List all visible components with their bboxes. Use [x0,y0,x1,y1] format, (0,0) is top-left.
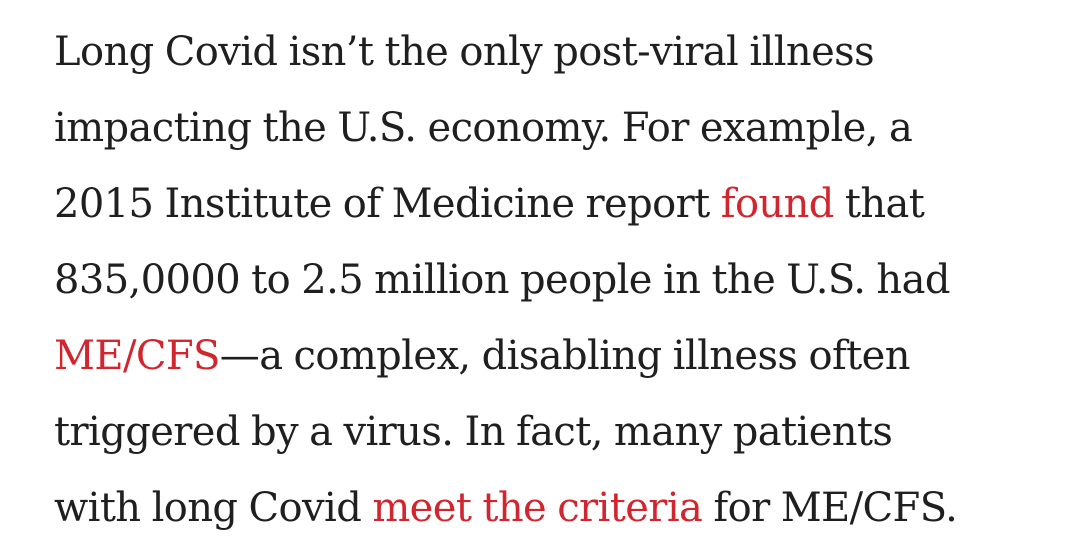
paragraph-line-6: triggered by a virus. In fact, many pati… [54,409,893,455]
paragraph-text: —a complex, disabling illness often [219,333,911,379]
article-paragraph: Long Covid isn’t the only post-viral ill… [54,14,1064,546]
paragraph-line-4: 835,0000 to 2.5 million people in the U.… [54,257,950,303]
meet-the-criteria-link[interactable]: meet the criteria [372,485,703,531]
paragraph-text: with long Covid [54,485,373,531]
paragraph-text: that [833,181,925,227]
me-cfs-link[interactable]: ME/CFS [54,333,220,379]
paragraph-line-7: with long Covid meet the criteria for ME… [54,470,1064,546]
paragraph-line-3: 2015 Institute of Medicine report found … [54,166,1064,242]
paragraph-line-2: impacting the U.S. economy. For example,… [54,105,913,151]
paragraph-line-5: ME/CFS—a complex, disabling illness ofte… [54,318,1064,394]
found-link[interactable]: found [720,181,835,227]
paragraph-line-1: Long Covid isn’t the only post-viral ill… [54,29,875,75]
paragraph-text: 2015 Institute of Medicine report [54,181,721,227]
paragraph-text: for ME/CFS. [702,485,958,531]
